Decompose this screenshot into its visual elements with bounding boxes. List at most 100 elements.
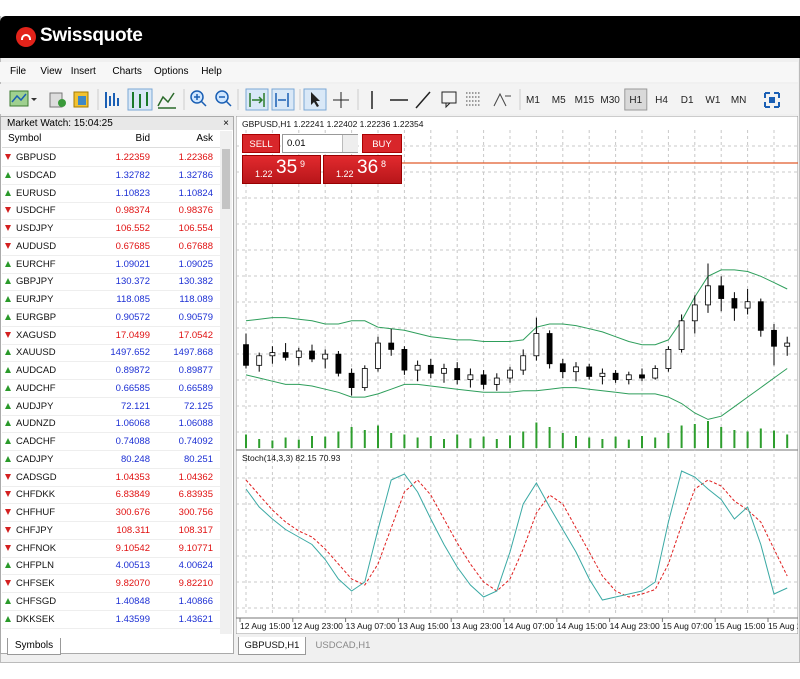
bar-chart-btn[interactable] xyxy=(105,92,119,108)
lot-input[interactable]: 0.01 xyxy=(282,134,358,153)
volume-bar xyxy=(773,430,775,448)
symbol-row[interactable]: CADJPY 80.248 80.251 xyxy=(2,451,220,469)
menu-item[interactable]: Charts xyxy=(112,66,142,77)
zoom-in[interactable] xyxy=(190,90,207,107)
ask: 1.10824 xyxy=(178,187,213,199)
symbol-row[interactable]: CADSGD 1.04353 1.04362 xyxy=(2,469,220,487)
new-chart[interactable] xyxy=(9,90,37,107)
buy-price-box[interactable]: 1.22 36 8 xyxy=(323,155,402,184)
ask: 1.04362 xyxy=(178,471,213,483)
x-tick-label: 15 Aug 07:00 xyxy=(662,621,712,631)
chart-tab[interactable]: USDCAD,H1 xyxy=(315,640,371,651)
fullscreen[interactable] xyxy=(764,92,780,108)
symbol-row[interactable]: EURJPY 118.085 118.089 xyxy=(2,291,220,309)
symbol-row[interactable]: DKKSEK 1.43599 1.43621 xyxy=(2,611,220,629)
symbol-row[interactable]: AUDCHF 0.66585 0.66589 xyxy=(2,380,220,398)
symbol-row[interactable]: AUDUSD 0.67685 0.67688 xyxy=(2,238,220,256)
trendline-tool[interactable] xyxy=(415,91,431,109)
symbol-row[interactable]: EURCHF 1.09021 1.09025 xyxy=(2,256,220,274)
timeframe-button[interactable]: MN xyxy=(731,95,747,106)
symbol-row[interactable]: CADCHF 0.74088 0.74092 xyxy=(2,433,220,451)
symbol-row[interactable]: USDCAD 1.32782 1.32786 xyxy=(2,167,220,185)
shapes-tool[interactable] xyxy=(493,92,511,107)
crosshair-tool[interactable] xyxy=(333,92,349,108)
timeframe-button[interactable]: M15 xyxy=(575,95,595,106)
menu-item[interactable]: View xyxy=(40,66,62,77)
timeframe-button[interactable]: M5 xyxy=(552,95,566,106)
market-watch-header: Market Watch: 15:04:25 × xyxy=(1,117,233,130)
x-tick-label: 15 Aug 15:00 xyxy=(715,621,765,631)
candle-chart-btn[interactable] xyxy=(127,88,153,111)
candle-body xyxy=(269,352,276,357)
symbol-row[interactable]: USDCHF 0.98374 0.98376 xyxy=(2,202,220,221)
timeframe-button[interactable]: H4 xyxy=(655,95,668,106)
symbol-row[interactable]: AUDCAD 0.89872 0.89877 xyxy=(2,362,220,380)
zoom-out[interactable] xyxy=(215,90,232,107)
timeframe-button[interactable]: M30 xyxy=(600,95,620,106)
symbol-row[interactable]: EURGBP 0.90572 0.90579 xyxy=(2,309,220,327)
symbol-row[interactable]: EURUSD 1.10823 1.10824 xyxy=(2,185,220,203)
arrow-up xyxy=(5,278,11,285)
volume-bar xyxy=(733,430,736,448)
menu-item[interactable]: Insert xyxy=(70,66,96,77)
ask: 0.67688 xyxy=(178,240,213,252)
symbol-row[interactable]: CHFHUF 300.676 300.756 xyxy=(2,504,220,522)
ask: 130.382 xyxy=(178,276,213,288)
stochastic-d xyxy=(245,479,788,598)
candle-body xyxy=(652,368,659,379)
symbol-row[interactable]: CHFDKK 6.83849 6.83935 xyxy=(2,486,220,505)
ask: 17.0542 xyxy=(178,329,213,341)
market-watch-title: Market Watch: 15:04:25 xyxy=(7,118,113,129)
line-chart-btn[interactable] xyxy=(157,92,176,109)
market-watch-list: Symbol Bid Ask GBPUSD 1.22359 1.22368 USDCAD 1.… xyxy=(0,130,232,640)
chart-tab[interactable]: GBPUSD,H1 xyxy=(238,637,306,655)
timeframe-button[interactable]: M1 xyxy=(526,95,540,106)
arrow-down xyxy=(5,491,11,498)
symbol-row[interactable]: CHFNOK 9.10542 9.10771 xyxy=(2,540,220,558)
cursor-tool[interactable] xyxy=(303,88,327,111)
spin-buttons[interactable] xyxy=(342,135,358,152)
candle-body xyxy=(493,377,500,385)
ask: 1.32786 xyxy=(178,169,213,181)
arrow-up xyxy=(5,260,11,267)
timeframe-button[interactable]: W1 xyxy=(705,95,720,106)
volume-bar xyxy=(693,424,696,448)
candle-body xyxy=(639,374,645,379)
menu-item[interactable]: Help xyxy=(201,66,222,77)
timeframe-button[interactable]: H1 xyxy=(629,95,642,106)
symbol-row[interactable]: AUDJPY 72.121 72.125 xyxy=(2,398,220,416)
symbol-row[interactable]: CHFSGD 1.40848 1.40866 xyxy=(2,593,220,611)
close-button[interactable]: × xyxy=(223,118,229,129)
symbol-row[interactable]: CHFSEK 9.82070 9.82210 xyxy=(2,575,220,593)
symbols-tab[interactable]: Symbols xyxy=(7,638,61,655)
symbol-row[interactable]: GBPJPY 130.372 130.382 xyxy=(2,273,220,292)
symbol: AUDCHF xyxy=(16,382,56,394)
volume-bar xyxy=(720,427,723,448)
symbol-row[interactable]: AUDNZD 1.06068 1.06088 xyxy=(2,415,220,434)
timeframe-button[interactable]: D1 xyxy=(681,95,694,106)
text-tool[interactable] xyxy=(441,91,457,109)
market-watch-btn[interactable] xyxy=(73,91,89,108)
symbol-row[interactable]: GBPUSD 1.22359 1.22368 xyxy=(2,149,220,167)
scroll-thumb[interactable] xyxy=(222,149,230,209)
symbol-row[interactable]: CHFPLN 4.00513 4.00624 xyxy=(2,557,220,576)
symbol-row[interactable]: USDJPY 106.552 106.554 xyxy=(2,220,220,238)
symbol-row[interactable]: XAGUSD 17.0499 17.0542 xyxy=(2,327,220,345)
buy-button[interactable]: BUY xyxy=(362,134,402,153)
symbol-row[interactable]: CHFJPY 108.311 108.317 xyxy=(2,522,220,540)
bid: 0.90572 xyxy=(115,311,150,323)
ask: 4.00624 xyxy=(178,560,213,572)
sell-button[interactable]: SELL xyxy=(242,134,280,153)
fibo-tool[interactable] xyxy=(466,92,480,106)
arrow-up xyxy=(5,402,11,409)
symbol-row[interactable]: XAUUSD 1497.652 1497.868 xyxy=(2,344,220,363)
candle-body xyxy=(678,320,685,350)
menu-item[interactable]: Options xyxy=(154,66,189,77)
volume-bar xyxy=(469,438,472,448)
volume-bar xyxy=(509,435,511,448)
profiles[interactable] xyxy=(49,92,66,108)
autoscroll[interactable] xyxy=(245,88,269,111)
chart-shift[interactable] xyxy=(271,88,295,111)
sell-price-box[interactable]: 1.22 35 9 xyxy=(242,155,321,184)
menu-item[interactable]: File xyxy=(10,66,27,77)
